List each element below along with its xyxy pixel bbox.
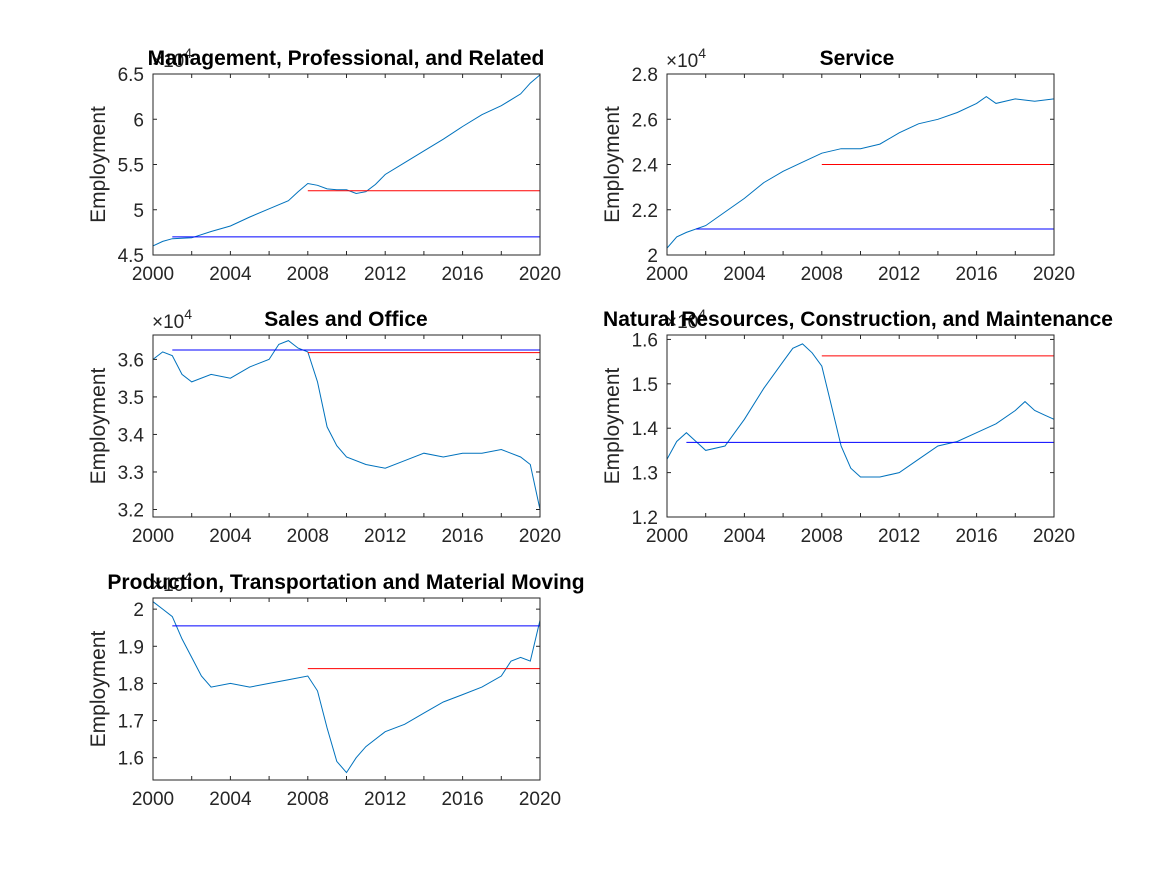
x-tick-label: 2016 — [955, 526, 997, 547]
y-axis-label: Employment — [601, 367, 624, 484]
y-axis-label: Employment — [87, 106, 110, 223]
plot-area — [153, 74, 540, 247]
subplot-management-professional: 2000 2004 2008 2012 2016 2020 4.5 5 5.5 6 6.5 ×104 E… — [87, 45, 561, 285]
y-exponent-label: ×104 — [152, 569, 192, 596]
x-tick-label: 2000 — [646, 264, 688, 285]
employment-series-line — [153, 601, 540, 774]
x-tick-label: 2008 — [801, 264, 843, 285]
x-tick-label: 2008 — [287, 264, 329, 285]
x-tick-label: 2012 — [878, 264, 920, 285]
employment-series-line — [667, 343, 1054, 478]
subplot-title: Production, Transportation and Material … — [107, 571, 584, 594]
y-tick-label: 2.4 — [632, 156, 659, 177]
subplot-title: Natural Resources, Construction, and Mai… — [603, 308, 1113, 331]
x-tick-label: 2004 — [209, 526, 252, 547]
y-tick-label: 3.6 — [118, 350, 144, 371]
y-tick-label: 3.2 — [118, 500, 144, 521]
x-tick-label: 2000 — [132, 789, 174, 810]
y-tick-label: 6.5 — [118, 65, 144, 86]
x-tick-label: 2012 — [364, 789, 406, 810]
subplot-production-transportation: 2000 2004 2008 2012 2016 2020 1.6 1.7 1.8 1.9 2 ×10… — [87, 569, 585, 810]
y-axis-label: Employment — [601, 106, 624, 223]
y-tick-label: 1.5 — [632, 375, 658, 396]
y-axis-label: Employment — [87, 630, 110, 747]
y-tick-label: 3.3 — [118, 463, 144, 484]
plot-area — [153, 340, 540, 510]
y-tick-label: 3.5 — [118, 388, 144, 409]
x-tick-label: 2016 — [441, 264, 483, 285]
x-tick-label: 2020 — [519, 789, 561, 810]
employment-series-line — [667, 95, 1054, 249]
y-tick-label: 1.6 — [118, 749, 144, 770]
y-tick-label: 4.5 — [118, 246, 144, 267]
employment-series-line — [153, 340, 540, 510]
plot-area — [153, 601, 540, 774]
plot-area — [667, 343, 1054, 478]
y-exponent-label: ×104 — [152, 306, 192, 333]
y-tick-label: 1.4 — [632, 419, 659, 440]
x-tick-label: 2004 — [723, 264, 766, 285]
y-tick-label: 1.6 — [632, 330, 658, 351]
employment-series-line — [153, 74, 540, 247]
x-tick-label: 2016 — [441, 789, 483, 810]
x-tick-label: 2012 — [364, 526, 406, 547]
x-tick-label: 2000 — [132, 526, 174, 547]
y-tick-label: 1.9 — [118, 637, 144, 658]
y-exponent-label: ×104 — [666, 45, 706, 72]
x-tick-label: 2020 — [519, 264, 561, 285]
y-tick-label: 2 — [133, 600, 144, 621]
y-tick-label: 3.4 — [118, 425, 145, 446]
x-tick-label: 2008 — [287, 789, 329, 810]
x-tick-label: 2016 — [955, 264, 997, 285]
y-exponent-label: ×104 — [666, 306, 706, 333]
x-tick-label: 2004 — [209, 789, 252, 810]
x-tick-label: 2020 — [1033, 264, 1075, 285]
subplot-title: Service — [820, 47, 895, 70]
y-tick-label: 5.5 — [118, 156, 144, 177]
y-axis-label: Employment — [87, 367, 110, 484]
x-tick-label: 2000 — [646, 526, 688, 547]
x-tick-label: 2020 — [519, 526, 561, 547]
subplot-title: Sales and Office — [264, 308, 427, 331]
subplot-natural-resources: 2000 2004 2008 2012 2016 2020 1.2 1.3 1.4 1.5 1.6 ×… — [601, 306, 1113, 547]
y-tick-label: 6 — [133, 110, 144, 131]
y-tick-label: 1.8 — [118, 674, 144, 695]
subplot-sales-office: 2000 2004 2008 2012 2016 2020 3.2 3.3 3.4 3.5 3.6 ×… — [87, 306, 561, 547]
subplot-title: Management, Professional, and Related — [148, 47, 545, 70]
x-tick-label: 2004 — [723, 526, 766, 547]
x-tick-label: 2000 — [132, 264, 174, 285]
plot-area — [667, 95, 1054, 249]
x-tick-label: 2020 — [1033, 526, 1075, 547]
y-tick-label: 2.8 — [632, 65, 658, 86]
y-tick-label: 5 — [133, 201, 144, 222]
x-tick-label: 2012 — [878, 526, 920, 547]
x-tick-label: 2016 — [441, 526, 483, 547]
x-tick-label: 2004 — [209, 264, 252, 285]
subplot-service: 2000 2004 2008 2012 2016 2020 2 2.2 2.4 2.6 2.8 ×10… — [601, 45, 1075, 285]
y-tick-label: 2 — [647, 246, 658, 267]
x-tick-label: 2008 — [801, 526, 843, 547]
y-tick-label: 2.6 — [632, 110, 658, 131]
x-tick-label: 2008 — [287, 526, 329, 547]
y-tick-label: 1.3 — [632, 464, 658, 485]
y-tick-label: 2.2 — [632, 201, 658, 222]
x-tick-label: 2012 — [364, 264, 406, 285]
y-exponent-label: ×104 — [152, 45, 192, 72]
y-tick-label: 1.2 — [632, 508, 658, 529]
y-tick-label: 1.7 — [118, 712, 144, 733]
